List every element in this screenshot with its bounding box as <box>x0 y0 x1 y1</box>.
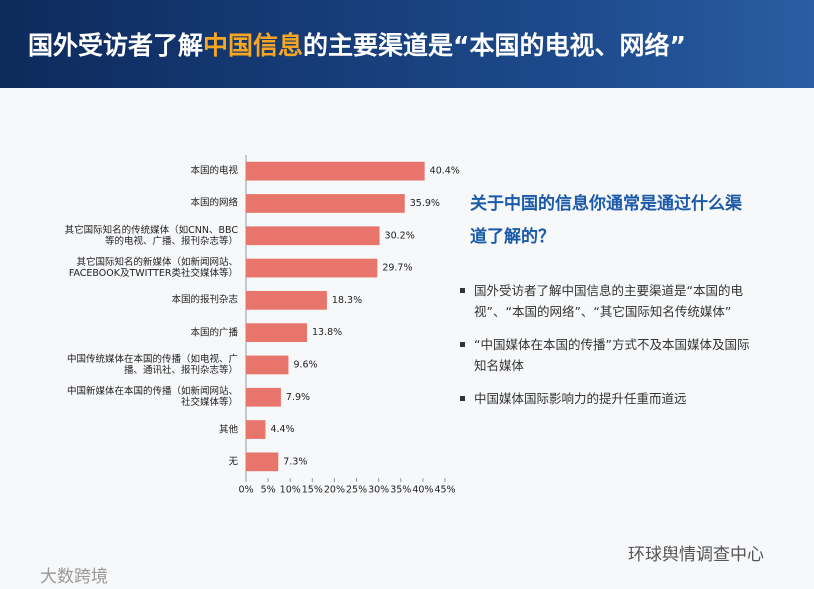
value-label: 13.8% <box>312 327 342 338</box>
x-tick-label: 45% <box>434 485 455 496</box>
bar <box>246 258 378 278</box>
category-label: 其它国际知名的传统媒体（如CNN、BBC 等的电视、广播、报刊杂志等） <box>64 224 238 247</box>
bullet-list: 国外受访者了解中国信息的主要渠道是“本国的电视”、“本国的网络”、“其它国际知名… <box>460 280 760 421</box>
category-label: 本国的电视 <box>190 165 238 177</box>
category-label: 本国的广播 <box>190 327 238 339</box>
bar <box>246 194 405 213</box>
sidebar-heading: 关于中国的信息你通常是通过什么渠道了解的？ <box>470 194 742 247</box>
title-bar: 国外受访者了解中国信息的主要渠道是“本国的电视、网络” <box>0 0 814 88</box>
title-highlight: 中国信息 <box>203 31 304 60</box>
category-label: 中国新媒体在本国的传播（如新闻网站、 社交媒体等） <box>66 386 238 409</box>
watermark: 大数跨境 <box>40 567 108 587</box>
x-tick-label: 40% <box>412 485 433 496</box>
bar <box>246 355 289 375</box>
title: 国外受访者了解中国信息的主要渠道是“本国的电视、网络” <box>28 26 686 62</box>
bullet: 国外受访者了解中国信息的主要渠道是“本国的电视”、“本国的网络”、“其它国际知名… <box>460 280 760 322</box>
x-tick-label: 25% <box>346 485 367 496</box>
title-part: 国外受访者了解 <box>28 31 204 60</box>
x-tick-label: 30% <box>368 485 389 496</box>
category-label: 其他 <box>218 424 238 436</box>
bar <box>246 420 266 439</box>
title-part: 的主要渠道是“本国的电视、网络” <box>303 31 686 60</box>
bar <box>246 290 327 310</box>
bar <box>246 323 308 343</box>
x-tick-label: 35% <box>390 485 411 496</box>
x-tick-label: 5% <box>261 485 276 496</box>
x-tick-label: 20% <box>324 485 345 496</box>
x-tick-label: 0% <box>238 485 253 496</box>
value-label: 4.4% <box>270 424 294 435</box>
bar <box>246 452 279 472</box>
category-label: 本国的报刊杂志 <box>171 294 238 306</box>
bullet: “中国媒体在本国的传播”方式不及本国媒体及国际知名媒体 <box>460 334 760 376</box>
watermark: 环球舆情调查中心 <box>628 545 764 565</box>
category-label: 本国的网络 <box>190 197 238 209</box>
x-tick-label: 10% <box>280 485 301 496</box>
bar <box>246 161 425 181</box>
bar <box>246 226 380 246</box>
value-label: 35.9% <box>410 198 440 209</box>
bar <box>246 387 281 407</box>
value-label: 18.3% <box>332 295 362 306</box>
category-label: 无 <box>228 456 238 468</box>
x-tick-label: 15% <box>302 485 323 496</box>
value-label: 7.9% <box>286 392 310 403</box>
value-label: 29.7% <box>382 263 412 274</box>
value-label: 30.2% <box>385 230 415 241</box>
category-label: 其它国际知名的新媒体（如新闻网站、 FACEBOOK及TWITTER类社交媒体等… <box>68 257 238 280</box>
bullet: 中国媒体国际影响力的提升任重而道远 <box>460 388 760 409</box>
value-label: 9.6% <box>293 359 317 370</box>
value-label: 40.4% <box>430 166 460 177</box>
value-label: 7.3% <box>283 456 307 467</box>
category-label: 中国传统媒体在本国的传播（如电视、广 播、通讯社、报刊杂志等） <box>66 353 238 376</box>
